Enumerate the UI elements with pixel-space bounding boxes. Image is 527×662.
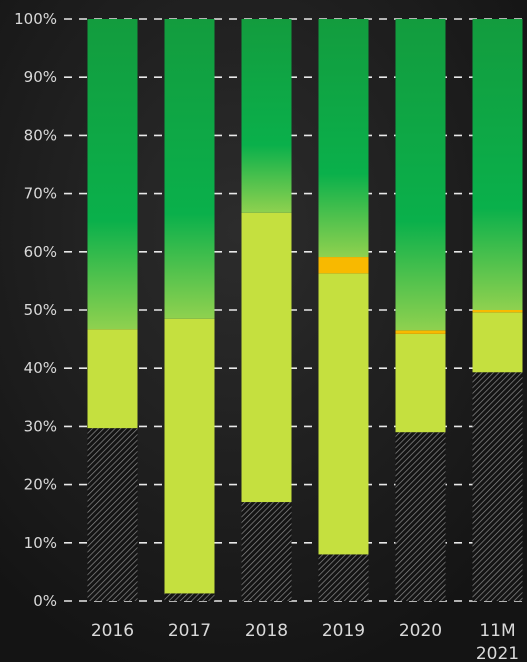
bar-segment-green	[318, 19, 369, 258]
y-axis-tick-labels: 0% 10% 20% 30% 40% 50% 60% 70% 80% 90% 100%	[14, 10, 57, 610]
bar-segment-lime	[87, 329, 138, 429]
bar-segment-green	[87, 19, 138, 330]
y-tick-label: 20%	[24, 476, 57, 494]
bar-segment-green	[241, 19, 292, 213]
x-tick-label-line2: 2021	[476, 644, 519, 662]
y-tick-label: 80%	[24, 126, 57, 144]
x-tick-label: 2018	[245, 621, 288, 641]
x-axis-category-labels: 2016 2017 2018 2019 2020 11M 2021	[91, 621, 519, 662]
grid-lines	[64, 18, 527, 602]
x-tick-label: 2016	[91, 621, 134, 641]
bar-segment-hatched	[241, 502, 292, 601]
y-tick-label: 50%	[24, 301, 57, 319]
x-tick-label: 2017	[168, 621, 211, 641]
x-tick-label: 2019	[322, 621, 365, 641]
x-tick-label: 2020	[399, 621, 442, 641]
y-tick-label: 0%	[33, 592, 57, 610]
bar-segment-green	[472, 19, 523, 310]
bar-segment-lime	[472, 312, 523, 373]
x-tick-label: 11M	[479, 621, 515, 641]
bar-segment-hatched	[472, 372, 523, 601]
y-tick-label: 30%	[24, 417, 57, 435]
y-tick-label: 60%	[24, 243, 57, 261]
bar-segment-amber	[472, 310, 523, 313]
y-tick-label: 40%	[24, 359, 57, 377]
bar-segment-hatched	[87, 428, 138, 601]
y-tick-label: 90%	[24, 68, 57, 86]
bar-segment-amber	[395, 330, 446, 334]
y-tick-label: 100%	[14, 10, 57, 28]
bar-segment-amber	[318, 257, 369, 274]
bar-segment-hatched	[318, 554, 369, 601]
y-tick-label: 70%	[24, 185, 57, 203]
bar-segment-hatched	[164, 593, 215, 601]
bar-segment-lime	[164, 318, 215, 594]
bar-segment-lime	[318, 273, 369, 555]
bar-segment-green	[164, 19, 215, 319]
bars	[87, 19, 523, 601]
bar-segment-hatched	[395, 432, 446, 601]
bar-segment-green	[395, 19, 446, 331]
bar-segment-lime	[395, 333, 446, 433]
bar-segment-lime	[241, 212, 292, 503]
y-tick-label: 10%	[24, 534, 57, 552]
